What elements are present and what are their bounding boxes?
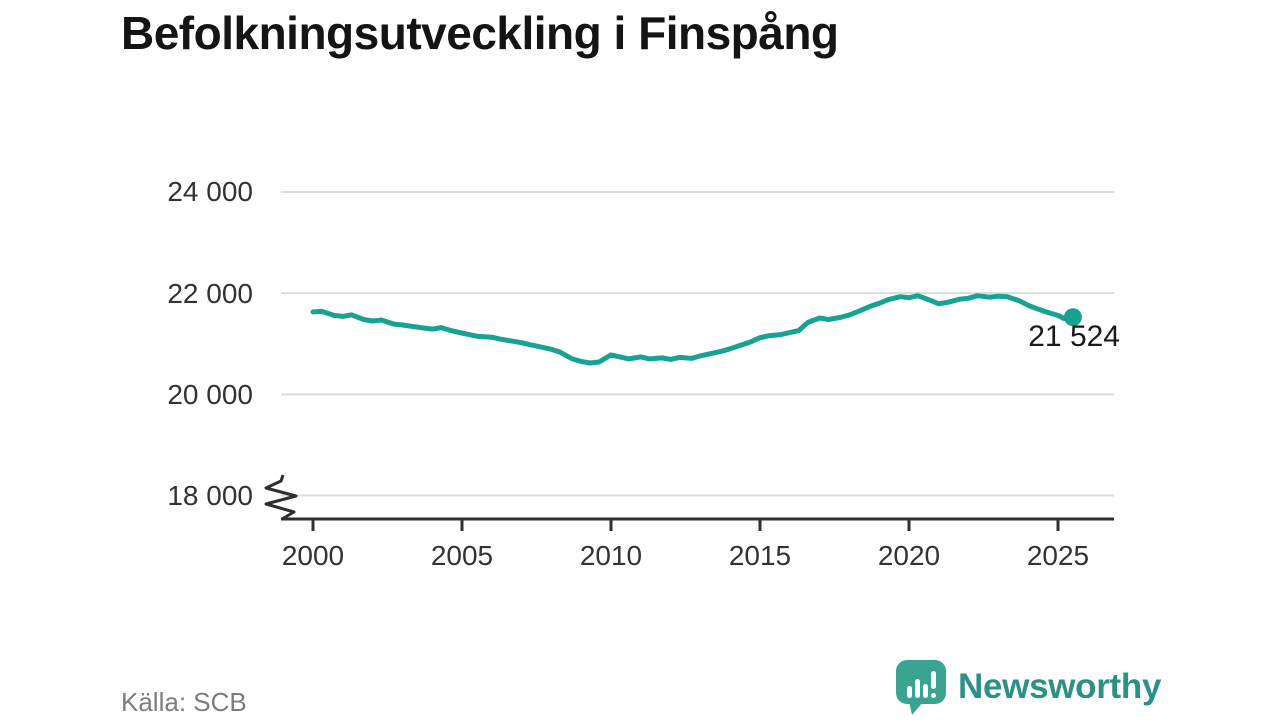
x-axis-tick-label: 2025	[1026, 540, 1090, 571]
source-note: Källa: SCB	[121, 687, 247, 717]
population-line	[310, 293, 1076, 366]
newsworthy-logo: Newsworthy	[895, 659, 1161, 715]
x-axis-tick-label: 2010	[579, 540, 643, 571]
newsworthy-wordmark: Newsworthy	[958, 667, 1162, 706]
latest-value-label: 21 524	[1028, 320, 1120, 353]
x-axis-tick-label: 2005	[430, 540, 494, 571]
latest-value-dot	[1063, 308, 1082, 327]
y-axis-tick-label: 24 000	[167, 176, 253, 207]
page-title: Befolkningsutveckling i Finspång	[121, 7, 839, 59]
y-axis-tick-label: 18 000	[167, 480, 253, 511]
y-axis-tick-label: 20 000	[167, 379, 253, 410]
x-axis-tick-label: 2000	[281, 540, 345, 571]
y-axis-tick-label: 22 000	[167, 278, 253, 309]
newsworthy-chart-bubble-icon	[896, 660, 946, 715]
x-axis-tick-label: 2020	[877, 540, 941, 571]
x-axis-tick-label: 2015	[728, 540, 792, 571]
axis-break-icon	[264, 474, 298, 521]
